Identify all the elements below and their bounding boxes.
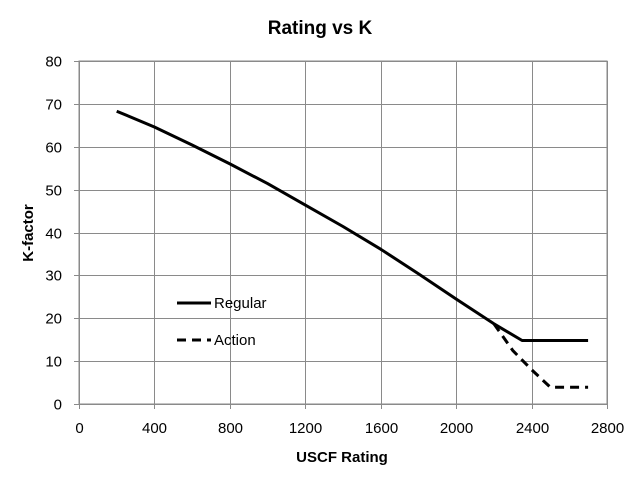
y-tick-label-50: 50 xyxy=(45,183,62,200)
x-tick-label-1200: 1200 xyxy=(289,420,322,437)
x-axis-title: USCF Rating xyxy=(296,449,388,466)
legend: Regular Action xyxy=(177,295,267,349)
y-tick-label-0: 0 xyxy=(54,397,62,414)
series-layer xyxy=(116,109,589,389)
x-tick-label-2400: 2400 xyxy=(516,420,549,437)
chart-title: Rating vs K xyxy=(268,18,373,39)
y-axis-title: K-factor xyxy=(20,204,37,262)
x-tick-label-2800: 2800 xyxy=(591,420,624,437)
y-tick-label-60: 60 xyxy=(45,140,62,157)
series-line-regular xyxy=(116,109,589,342)
x-tick-label-1600: 1600 xyxy=(365,420,398,437)
x-tick-label-400: 400 xyxy=(142,420,167,437)
x-tick-label-800: 800 xyxy=(218,420,243,437)
y-tick-label-80: 80 xyxy=(45,54,62,71)
grid-layer xyxy=(74,60,608,409)
x-tick-label-0: 0 xyxy=(75,420,83,437)
legend-label-regular: Regular xyxy=(214,295,267,312)
y-tick-label-40: 40 xyxy=(45,226,62,243)
y-tick-label-10: 10 xyxy=(45,354,62,371)
y-tick-label-20: 20 xyxy=(45,311,62,328)
y-tick-label-70: 70 xyxy=(45,97,62,114)
y-tick-label-30: 30 xyxy=(45,268,62,285)
legend-label-action: Action xyxy=(214,332,256,349)
series-line-action xyxy=(492,322,589,389)
x-tick-label-2000: 2000 xyxy=(440,420,473,437)
